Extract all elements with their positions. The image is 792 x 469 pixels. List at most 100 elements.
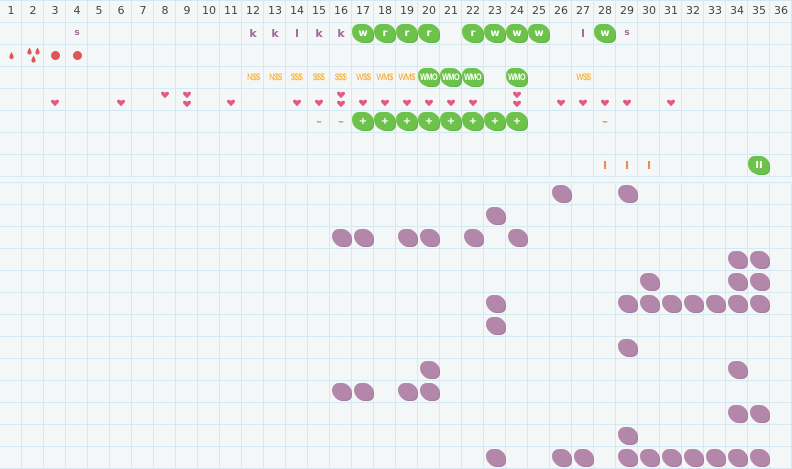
grid-cell[interactable]: k: [242, 22, 264, 44]
grid-cell[interactable]: [616, 336, 638, 358]
grid-cell[interactable]: [462, 88, 484, 110]
grid-cell[interactable]: WMO: [506, 66, 528, 88]
grid-cell[interactable]: [638, 270, 660, 292]
grid-cell[interactable]: [726, 292, 748, 314]
grid-cell[interactable]: [726, 402, 748, 424]
grid-cell[interactable]: [572, 446, 594, 468]
grid-cell[interactable]: [748, 292, 770, 314]
grid-cell[interactable]: [748, 270, 770, 292]
grid-cell[interactable]: [682, 446, 704, 468]
grid-cell[interactable]: [638, 292, 660, 314]
grid-cell[interactable]: [66, 44, 88, 66]
grid-cell[interactable]: WM$: [374, 66, 396, 88]
grid-cell[interactable]: r: [418, 22, 440, 44]
grid-cell[interactable]: +: [352, 110, 374, 132]
grid-cell[interactable]: [550, 88, 572, 110]
grid-cell[interactable]: I: [638, 154, 660, 176]
grid-cell[interactable]: s: [66, 22, 88, 44]
grid-cell[interactable]: W$$: [352, 66, 374, 88]
grid-cell[interactable]: [660, 446, 682, 468]
grid-cell[interactable]: [616, 182, 638, 204]
grid-cell[interactable]: [418, 380, 440, 402]
grid-cell[interactable]: [660, 88, 682, 110]
grid-cell[interactable]: [220, 88, 242, 110]
grid-cell[interactable]: [22, 44, 44, 66]
grid-cell[interactable]: [110, 88, 132, 110]
grid-cell[interactable]: $$$: [308, 66, 330, 88]
grid-cell[interactable]: [616, 424, 638, 446]
grid-cell[interactable]: [682, 292, 704, 314]
grid-cell[interactable]: [616, 88, 638, 110]
grid-cell[interactable]: [484, 314, 506, 336]
grid-cell[interactable]: [484, 204, 506, 226]
grid-cell[interactable]: +: [506, 110, 528, 132]
grid-cell[interactable]: [352, 380, 374, 402]
grid-cell[interactable]: [506, 226, 528, 248]
grid-cell[interactable]: W$$: [572, 66, 594, 88]
grid-cell[interactable]: [44, 88, 66, 110]
grid-cell[interactable]: k: [330, 22, 352, 44]
grid-cell[interactable]: [550, 182, 572, 204]
grid-cell[interactable]: N$$: [264, 66, 286, 88]
grid-cell[interactable]: w: [506, 22, 528, 44]
grid-cell[interactable]: [704, 292, 726, 314]
grid-cell[interactable]: [638, 446, 660, 468]
grid-cell[interactable]: +: [418, 110, 440, 132]
grid-cell[interactable]: r: [462, 22, 484, 44]
grid-cell[interactable]: I: [616, 154, 638, 176]
grid-cell[interactable]: [418, 358, 440, 380]
grid-cell[interactable]: +: [396, 110, 418, 132]
grid-cell[interactable]: [748, 402, 770, 424]
grid-cell[interactable]: [308, 88, 330, 110]
grid-cell[interactable]: $$$: [330, 66, 352, 88]
grid-cell[interactable]: [330, 88, 352, 110]
grid-cell[interactable]: WMO: [418, 66, 440, 88]
grid-cell[interactable]: k: [264, 22, 286, 44]
grid-cell[interactable]: [726, 358, 748, 380]
grid-cell[interactable]: l: [286, 22, 308, 44]
grid-cell[interactable]: [506, 88, 528, 110]
grid-cell[interactable]: w: [528, 22, 550, 44]
grid-cell[interactable]: II: [748, 154, 770, 176]
grid-cell[interactable]: –: [330, 110, 352, 132]
grid-cell[interactable]: w: [484, 22, 506, 44]
grid-cell[interactable]: [440, 88, 462, 110]
grid-cell[interactable]: [396, 380, 418, 402]
grid-cell[interactable]: [44, 44, 66, 66]
grid-cell[interactable]: [418, 88, 440, 110]
grid-cell[interactable]: [704, 446, 726, 468]
grid-cell[interactable]: [726, 270, 748, 292]
grid-cell[interactable]: w: [352, 22, 374, 44]
grid-cell[interactable]: [176, 88, 198, 110]
grid-cell[interactable]: [726, 248, 748, 270]
grid-cell[interactable]: N$$: [242, 66, 264, 88]
grid-cell[interactable]: WM$: [396, 66, 418, 88]
grid-cell[interactable]: [726, 446, 748, 468]
grid-cell[interactable]: –: [308, 110, 330, 132]
grid-cell[interactable]: +: [462, 110, 484, 132]
grid-cell[interactable]: [374, 88, 396, 110]
grid-cell[interactable]: WMO: [440, 66, 462, 88]
grid-cell[interactable]: –: [594, 110, 616, 132]
grid-cell[interactable]: [484, 446, 506, 468]
grid-cell[interactable]: +: [484, 110, 506, 132]
grid-cell[interactable]: [550, 446, 572, 468]
grid-cell[interactable]: [286, 88, 308, 110]
grid-cell[interactable]: k: [308, 22, 330, 44]
grid-cell[interactable]: [418, 226, 440, 248]
grid-cell[interactable]: s: [616, 22, 638, 44]
grid-cell[interactable]: [396, 226, 418, 248]
grid-cell[interactable]: +: [374, 110, 396, 132]
grid-cell[interactable]: [572, 88, 594, 110]
grid-cell[interactable]: [616, 446, 638, 468]
grid-cell[interactable]: [154, 88, 176, 110]
grid-cell[interactable]: [748, 446, 770, 468]
grid-cell[interactable]: $$$: [286, 66, 308, 88]
grid-cell[interactable]: I: [594, 154, 616, 176]
grid-cell[interactable]: [330, 380, 352, 402]
grid-cell[interactable]: r: [396, 22, 418, 44]
grid-cell[interactable]: [660, 292, 682, 314]
grid-cell[interactable]: [594, 88, 616, 110]
grid-cell[interactable]: [462, 226, 484, 248]
grid-cell[interactable]: [352, 226, 374, 248]
